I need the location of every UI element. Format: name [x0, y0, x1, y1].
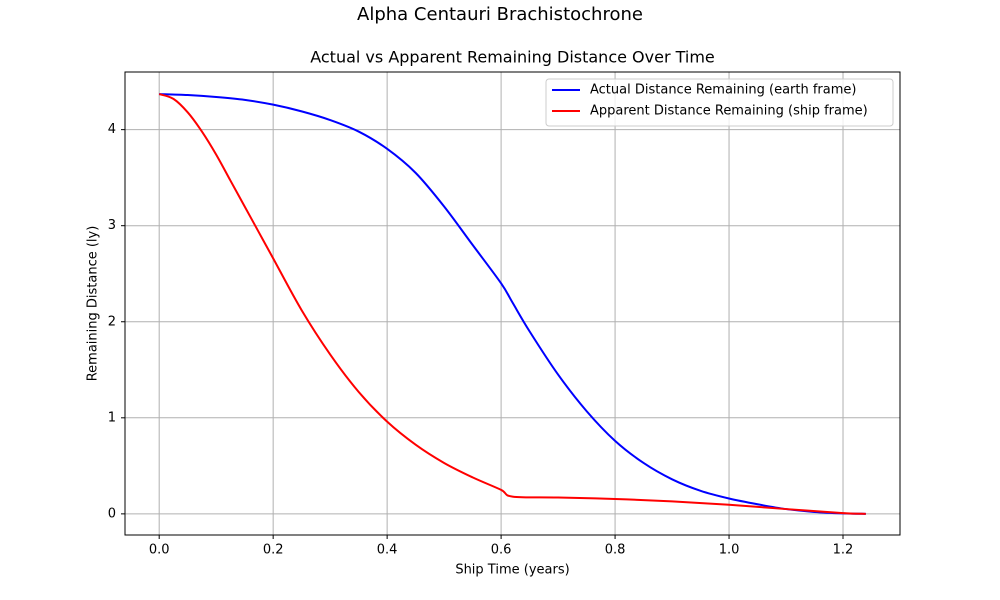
x-axis-label: Ship Time (years)	[455, 563, 569, 578]
y-tick-label: 2	[108, 314, 116, 329]
chart-title: Actual vs Apparent Remaining Distance Ov…	[310, 48, 715, 67]
legend-label-actual: Actual Distance Remaining (earth frame)	[590, 83, 856, 98]
x-tick-label: 0.0	[149, 543, 170, 558]
x-tick-label: 1.2	[833, 543, 854, 558]
y-tick-label: 4	[108, 122, 116, 137]
series-lines	[158, 93, 866, 515]
series-line-actual-distance	[159, 93, 866, 515]
x-tick-label: 0.4	[377, 543, 398, 558]
y-tick-label: 3	[108, 218, 116, 233]
plot-area-frame	[124, 71, 901, 536]
legend: Actual Distance Remaining (earth frame) …	[545, 78, 894, 127]
axis-ticks: 0.0 0.2 0.4 0.6 0.8 1.0 1.2 0 1 2 3 4	[108, 122, 854, 557]
figure-suptitle: Alpha Centauri Brachistochrone	[357, 4, 643, 25]
y-axis-label: Remaining Distance (ly)	[86, 226, 101, 382]
x-tick-label: 0.6	[491, 543, 512, 558]
legend-box	[545, 78, 894, 127]
x-tick-label: 0.8	[605, 543, 626, 558]
y-tick-label: 1	[108, 410, 116, 425]
y-tick-label: 0	[108, 506, 116, 521]
x-tick-label: 1.0	[719, 543, 740, 558]
series-line-apparent-distance	[158, 93, 866, 515]
x-tick-label: 0.2	[263, 543, 284, 558]
legend-label-apparent: Apparent Distance Remaining (ship frame)	[590, 104, 868, 119]
